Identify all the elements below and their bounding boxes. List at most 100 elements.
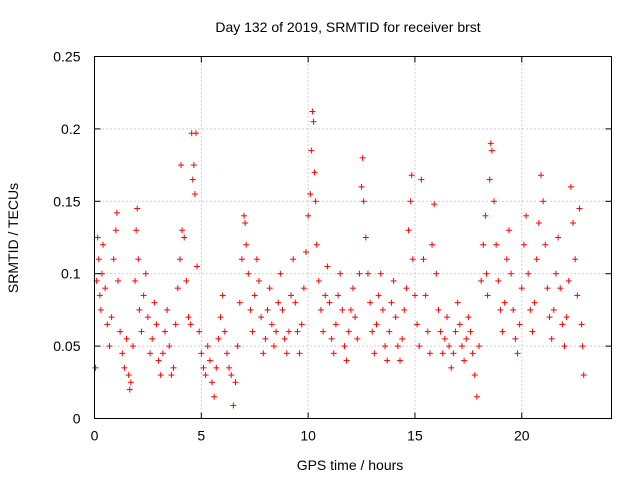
data-point [364,270,371,277]
data-point [115,277,121,284]
data-point [508,270,515,277]
data-point [305,212,312,219]
data-point [121,364,128,371]
data-point [454,299,461,306]
data-point [439,350,446,357]
data-point [294,328,301,335]
data-point [397,357,403,364]
data-point [196,328,203,335]
data-point [185,314,192,321]
data-point [189,176,196,183]
data-point [245,270,252,277]
data-point [125,372,132,379]
data-point [463,335,470,342]
data-point [486,176,493,183]
data-point [221,328,228,335]
data-point [198,350,205,357]
data-point [379,306,386,313]
tick-labels: 0 5 10 15 20 0 0.05 0.1 0.15 0.2 0.25 [53,49,530,444]
data-point [529,328,536,335]
data-point [525,270,532,277]
data-point [578,321,585,328]
data-point [97,306,104,313]
data-point [435,306,442,313]
data-point [471,372,478,379]
data-point [538,172,544,179]
data-point [135,256,142,263]
data-point [369,328,376,335]
data-point [574,292,581,299]
data-point [345,328,352,335]
chart-title: Day 132 of 2019, SRMTID for receiver brs… [215,19,480,35]
data-point [206,357,213,364]
data-point [96,292,103,299]
x-axis-label: GPS time / hours [297,457,404,473]
data-point [275,299,282,306]
data-point [95,256,102,263]
data-point [426,350,433,357]
data-point [487,140,494,147]
data-point [499,328,506,335]
data-point [452,328,459,335]
data-point [155,357,162,364]
data-point [262,335,269,342]
data-point [330,350,337,357]
data-point [153,321,160,328]
data-point [418,176,425,183]
data-point [503,256,510,263]
data-point [159,350,166,357]
data-point [132,277,139,284]
data-point [144,314,151,321]
data-point [527,306,534,313]
data-point [493,241,500,248]
data-point [324,263,331,270]
data-point [133,227,140,234]
data-point [373,321,380,328]
data-point [416,343,423,350]
data-point [136,306,143,313]
x-tick-label: 15 [407,428,423,444]
data-point [127,379,134,386]
data-point [501,299,508,306]
data-point [219,292,226,299]
data-point [384,357,391,364]
data-point [313,241,320,248]
data-point [149,335,156,342]
data-point [253,256,260,263]
data-point [213,364,220,371]
data-point [307,191,314,198]
data-point [555,234,562,241]
data-point [123,335,130,342]
data-point [277,270,284,277]
data-point [354,335,361,342]
data-point [359,154,366,161]
data-point [535,220,542,227]
data-point [480,241,487,248]
data-point [386,328,393,335]
data-point [166,343,173,350]
data-point [356,270,363,277]
data-point [540,198,547,205]
data-point [484,292,491,299]
x-tick-label: 20 [514,428,530,444]
data-point [409,256,416,263]
data-point [268,321,275,328]
data-point [367,299,374,306]
data-point [514,350,521,357]
data-point [567,183,574,190]
data-point [266,285,273,292]
data-point [476,343,483,350]
data-point [533,256,540,263]
data-point [236,299,243,306]
data-point [448,364,455,371]
data-point [491,198,497,205]
y-tick-label: 0 [73,411,81,427]
data-point [408,172,415,179]
data-point [531,299,538,306]
data-point [281,335,288,342]
data-point [433,270,440,277]
data-point [102,285,109,292]
plot-frame [94,56,612,419]
data-point [230,402,237,409]
data-point [371,350,378,357]
